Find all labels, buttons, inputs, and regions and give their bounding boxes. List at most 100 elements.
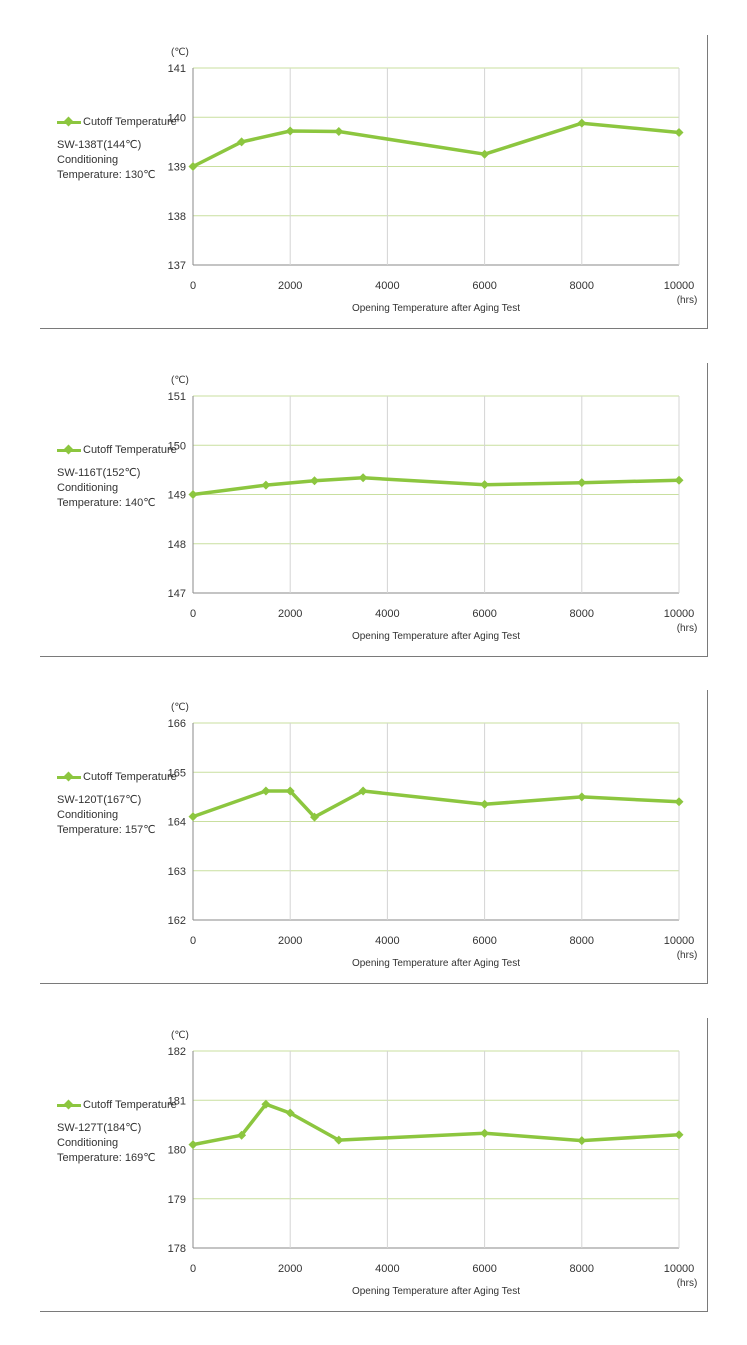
y-tick-label: 147 bbox=[168, 588, 186, 600]
y-tick-label: 179 bbox=[168, 1194, 186, 1206]
data-point bbox=[237, 1130, 247, 1140]
x-tick-label: 0 bbox=[190, 280, 196, 292]
chart-panel: Cutoff Temperature SW-120T(167℃) Condition… bbox=[40, 690, 708, 984]
legend-entry: Cutoff Temperature bbox=[57, 770, 177, 785]
x-tick-label: 10000 bbox=[664, 280, 695, 292]
x-tick-label: 2000 bbox=[278, 935, 302, 947]
data-point bbox=[674, 1130, 684, 1140]
data-point bbox=[188, 490, 198, 499]
y-tick-label: 162 bbox=[168, 915, 186, 927]
chart-panel: Cutoff Temperature SW-138T(144℃) Condition… bbox=[40, 35, 708, 329]
line-chart: 147 148 149 150 151 0 2000 4000 6000 8000 10000 (℃)… bbox=[168, 375, 698, 642]
panel-border bbox=[707, 363, 708, 657]
series-line bbox=[191, 121, 681, 169]
x-tick-label: 10000 bbox=[664, 935, 695, 947]
y-tick-label: 165 bbox=[168, 767, 186, 779]
y-tick-label: 149 bbox=[168, 490, 186, 502]
x-tick-label: 6000 bbox=[472, 1263, 496, 1275]
chart-legend: Cutoff Temperature SW-116T(152℃) Condition… bbox=[57, 443, 177, 511]
x-tick-label: 8000 bbox=[570, 1263, 594, 1275]
y-tick-label: 150 bbox=[168, 440, 186, 452]
legend-entry: Cutoff Temperature bbox=[57, 115, 177, 130]
x-tick-label: 0 bbox=[190, 935, 196, 947]
panel-border bbox=[40, 1311, 708, 1312]
x-tick-label: 8000 bbox=[570, 608, 594, 620]
data-point bbox=[310, 812, 319, 822]
y-unit-label: (℃) bbox=[171, 375, 189, 386]
y-tick-label: 178 bbox=[168, 1243, 186, 1255]
y-tick-label: 166 bbox=[168, 718, 186, 730]
condition-label: Conditioning Temperature: 130℃ bbox=[57, 154, 156, 181]
data-point bbox=[285, 126, 295, 136]
legend-entry: Cutoff Temperature bbox=[57, 1098, 177, 1113]
x-tick-label: 10000 bbox=[664, 1263, 695, 1275]
data-point bbox=[358, 473, 368, 483]
y-tick-label: 148 bbox=[168, 539, 186, 551]
line-chart: 162 163 164 165 166 0 2000 4000 6000 8000 10000 (℃)… bbox=[168, 702, 698, 969]
y-tick-label: 137 bbox=[168, 260, 186, 272]
legend-series-name: Cutoff Temperature bbox=[83, 444, 177, 456]
line-chart: 178 179 180 181 182 0 2000 4000 6000 8000 10000 (℃)… bbox=[168, 1030, 698, 1297]
data-point bbox=[334, 1135, 344, 1145]
legend-line-icon bbox=[57, 443, 83, 458]
x-tick-label: 4000 bbox=[375, 280, 399, 292]
data-point bbox=[577, 478, 587, 488]
x-tick-label: 6000 bbox=[472, 935, 496, 947]
series-line bbox=[191, 1102, 681, 1147]
x-tick-label: 4000 bbox=[375, 608, 399, 620]
chart-panel: Cutoff Temperature SW-127T(184℃) Condition… bbox=[40, 1018, 708, 1312]
data-point bbox=[261, 480, 271, 490]
y-unit-label: (℃) bbox=[171, 702, 189, 713]
chart-legend: Cutoff Temperature SW-138T(144℃) Condition… bbox=[57, 115, 177, 183]
data-point bbox=[480, 149, 490, 159]
condition-label: Conditioning Temperature: 157℃ bbox=[57, 809, 156, 836]
panel-border bbox=[40, 983, 708, 984]
legend-series-name: Cutoff Temperature bbox=[83, 116, 177, 128]
y-tick-label: 139 bbox=[168, 162, 186, 174]
condition-label: Conditioning Temperature: 140℃ bbox=[57, 482, 156, 509]
x-tick-label: 2000 bbox=[278, 1263, 302, 1275]
y-tick-label: 182 bbox=[168, 1046, 186, 1058]
chart-legend: Cutoff Temperature SW-127T(184℃) Condition… bbox=[57, 1098, 177, 1166]
data-point bbox=[480, 1128, 490, 1138]
x-unit-label: (hrs) bbox=[677, 623, 698, 634]
x-tick-label: 4000 bbox=[375, 1263, 399, 1275]
x-unit-label: (hrs) bbox=[677, 1278, 698, 1289]
y-tick-label: 164 bbox=[168, 817, 186, 829]
device-label: SW-138T(144℃) bbox=[57, 139, 142, 151]
x-tick-label: 4000 bbox=[375, 935, 399, 947]
x-unit-label: (hrs) bbox=[677, 295, 698, 306]
device-label: SW-127T(184℃) bbox=[57, 1122, 142, 1134]
line-chart: 137 138 139 140 141 0 2000 4000 6000 8000 10000 (℃)… bbox=[168, 47, 698, 314]
panel-border bbox=[40, 656, 708, 657]
y-tick-label: 151 bbox=[168, 391, 186, 403]
x-tick-label: 2000 bbox=[278, 608, 302, 620]
y-tick-label: 180 bbox=[168, 1145, 186, 1157]
x-tick-label: 2000 bbox=[278, 280, 302, 292]
data-point bbox=[285, 786, 295, 796]
data-point bbox=[577, 792, 587, 802]
panel-border bbox=[40, 328, 708, 329]
y-tick-label: 140 bbox=[168, 112, 186, 124]
data-point bbox=[261, 786, 271, 796]
legend-entry: Cutoff Temperature bbox=[57, 443, 177, 458]
data-point bbox=[334, 127, 344, 137]
x-tick-label: 0 bbox=[190, 608, 196, 620]
data-point bbox=[674, 475, 684, 485]
data-point bbox=[261, 1099, 271, 1109]
x-tick-label: 10000 bbox=[664, 608, 695, 620]
data-point bbox=[188, 162, 198, 171]
legend-line-icon bbox=[57, 770, 83, 785]
chart-panel: Cutoff Temperature SW-116T(152℃) Condition… bbox=[40, 363, 708, 657]
x-tick-label: 8000 bbox=[570, 280, 594, 292]
data-point bbox=[188, 1140, 198, 1150]
y-tick-label: 181 bbox=[168, 1095, 186, 1107]
data-point bbox=[358, 786, 368, 796]
legend-series-name: Cutoff Temperature bbox=[83, 1099, 177, 1111]
chart-legend: Cutoff Temperature SW-120T(167℃) Condition… bbox=[57, 770, 177, 838]
panel-border bbox=[707, 690, 708, 984]
legend-line-icon bbox=[57, 1098, 83, 1113]
data-point bbox=[310, 476, 319, 486]
x-tick-label: 0 bbox=[190, 1263, 196, 1275]
panel-border bbox=[707, 35, 708, 329]
